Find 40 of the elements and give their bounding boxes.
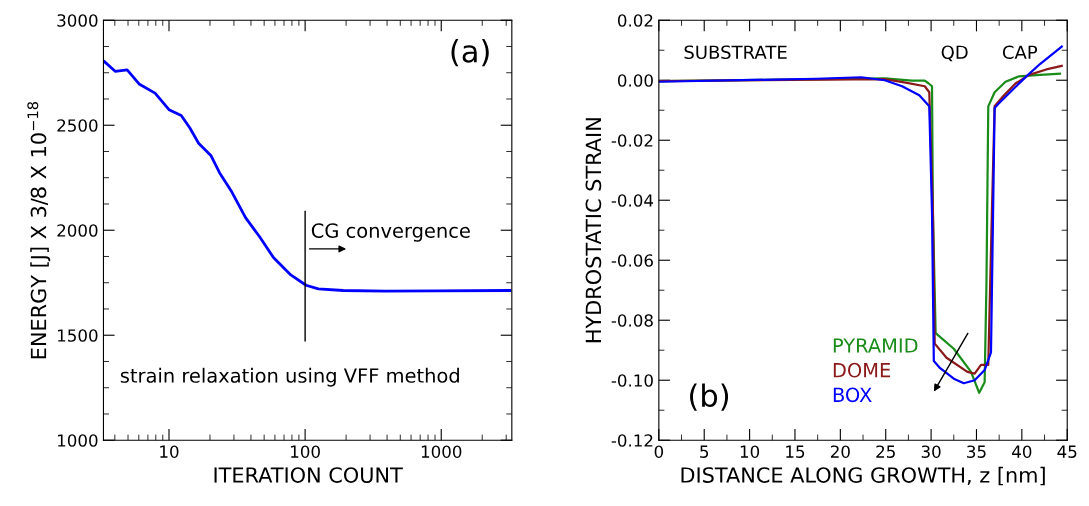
y-tick-label: 2500	[57, 119, 98, 132]
x-tick-label: 10	[740, 445, 760, 458]
x-tick-label: 35	[967, 445, 986, 458]
annotation: QD	[941, 45, 968, 62]
y-tick-label: 2000	[57, 224, 98, 237]
y-tick-label: 3000	[57, 14, 98, 27]
y-tick-label: -0.08	[611, 314, 653, 327]
x-tick-label: 0	[654, 445, 664, 458]
y-tick-label: 1500	[58, 329, 98, 342]
x-tick-label: 30	[921, 445, 941, 458]
x-tick-label: 45	[1057, 445, 1077, 458]
series-label: PYRAMID	[833, 338, 918, 353]
text: BOX	[833, 387, 872, 403]
y-tick-label: -0.06	[611, 254, 653, 267]
annotation: (b)	[690, 383, 729, 411]
y-tick-label: -0.02	[611, 134, 653, 147]
annotation: strain relaxation using VFF method	[120, 367, 459, 387]
y-tick-label: 0.00	[617, 74, 653, 87]
y-axis-title: ENERGY [J] X 3/8 X 10$^{−18}$	[27, 101, 51, 359]
x-axis-title: ITERATION COUNT	[214, 467, 403, 483]
annotation: SUBSTRATE	[684, 45, 787, 60]
annotation: CAP	[1002, 45, 1038, 60]
x-axis-title: DISTANCE ALONG GROWTH, z [nm]	[681, 466, 1045, 486]
x-tick-label: 20	[830, 445, 850, 458]
x-tick-label: 1000	[421, 445, 462, 458]
x-tick-label: 40	[1012, 445, 1032, 458]
text: DOME	[833, 362, 891, 378]
ref-line-label: CG convergence	[311, 223, 470, 242]
y-tick-label: 1000	[58, 434, 98, 447]
y-tick-label: -0.12	[611, 434, 653, 447]
x-tick-label: 100	[291, 445, 320, 458]
x-tick-label: 15	[786, 445, 805, 458]
y-tick-label: 0.02	[617, 14, 653, 27]
y-axis-title: HYDROSTATIC STRAIN	[585, 118, 602, 343]
x-tick-label: 5	[700, 445, 709, 458]
y-tick-label: -0.10	[611, 374, 653, 387]
x-tick-label: 10	[160, 445, 179, 458]
x-tick-label: 25	[876, 445, 895, 458]
y-tick-label: -0.04	[611, 194, 654, 207]
annotation: (a)	[451, 39, 489, 67]
